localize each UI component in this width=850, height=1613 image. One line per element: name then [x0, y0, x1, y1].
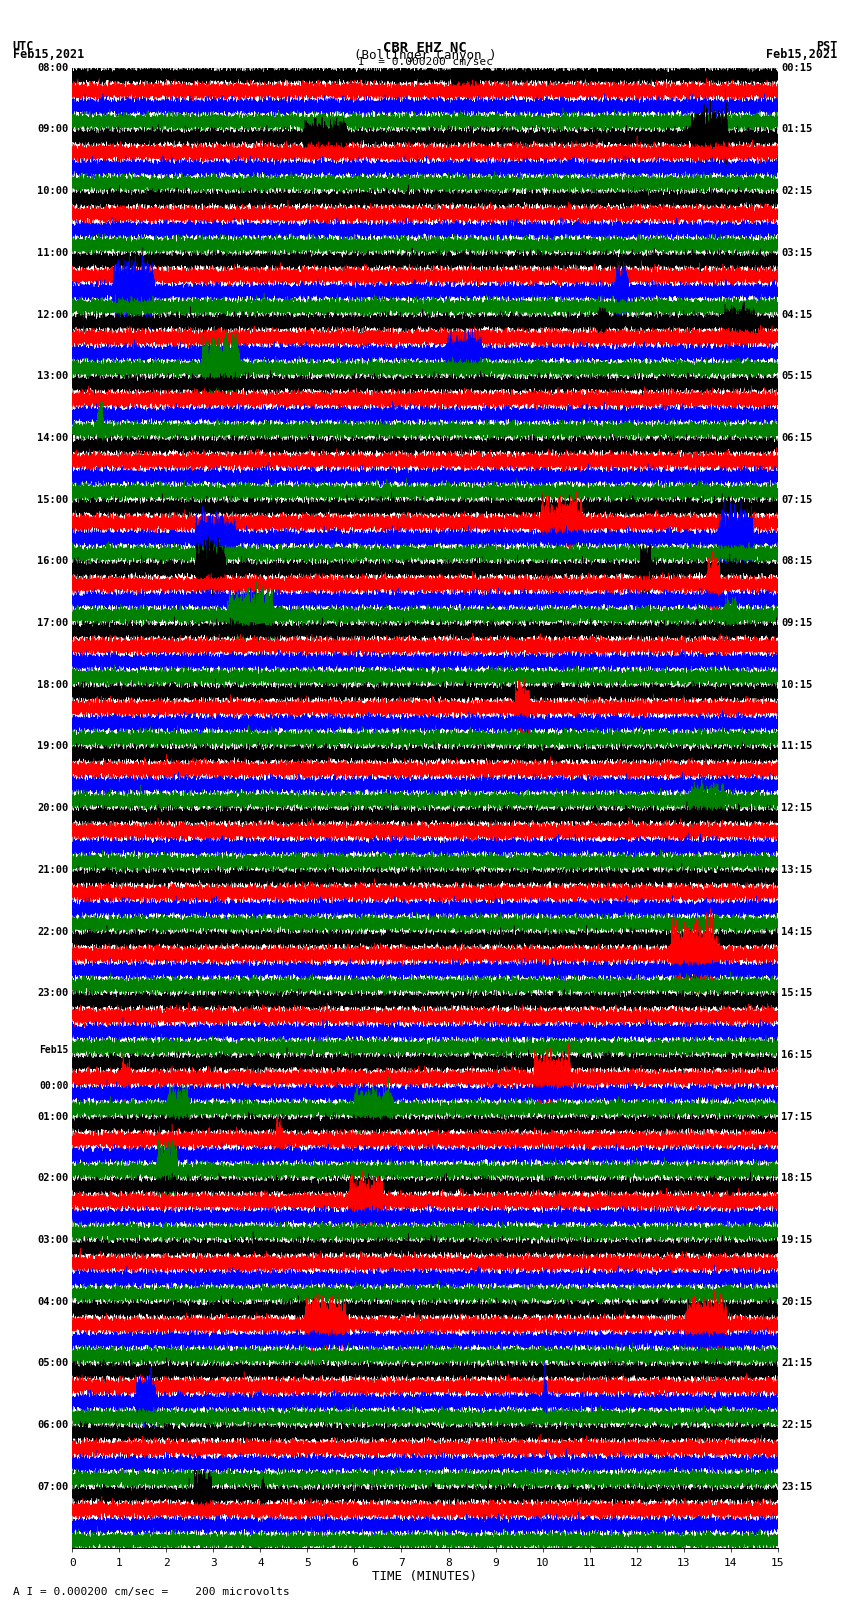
Text: CBR EHZ NC: CBR EHZ NC	[383, 40, 467, 55]
Text: 17:15: 17:15	[781, 1111, 813, 1121]
Text: Feb15,2021: Feb15,2021	[13, 48, 84, 61]
Text: 09:00: 09:00	[37, 124, 69, 134]
Text: 02:15: 02:15	[781, 185, 813, 197]
Text: 06:15: 06:15	[781, 432, 813, 444]
Text: Feb15,2021: Feb15,2021	[766, 48, 837, 61]
Text: 06:00: 06:00	[37, 1419, 69, 1431]
Text: 20:15: 20:15	[781, 1297, 813, 1307]
Text: 19:15: 19:15	[781, 1236, 813, 1245]
Text: 10:00: 10:00	[37, 185, 69, 197]
Text: 03:15: 03:15	[781, 248, 813, 258]
Text: 00:00: 00:00	[39, 1081, 69, 1090]
Text: 18:00: 18:00	[37, 679, 69, 690]
Text: 16:15: 16:15	[781, 1050, 813, 1060]
Text: 22:15: 22:15	[781, 1419, 813, 1431]
Text: 04:00: 04:00	[37, 1297, 69, 1307]
Text: 20:00: 20:00	[37, 803, 69, 813]
Text: 17:00: 17:00	[37, 618, 69, 627]
Text: 04:15: 04:15	[781, 310, 813, 319]
Text: 03:00: 03:00	[37, 1236, 69, 1245]
Text: 13:00: 13:00	[37, 371, 69, 381]
Text: 12:15: 12:15	[781, 803, 813, 813]
Text: 08:00: 08:00	[37, 63, 69, 73]
Text: 07:00: 07:00	[37, 1482, 69, 1492]
Text: 15:15: 15:15	[781, 989, 813, 998]
Text: 16:00: 16:00	[37, 556, 69, 566]
Text: 01:15: 01:15	[781, 124, 813, 134]
Text: 00:15: 00:15	[781, 63, 813, 73]
Text: 05:15: 05:15	[781, 371, 813, 381]
Text: 23:15: 23:15	[781, 1482, 813, 1492]
Text: A I = 0.000200 cm/sec =    200 microvolts: A I = 0.000200 cm/sec = 200 microvolts	[13, 1587, 290, 1597]
Text: I  = 0.000200 cm/sec: I = 0.000200 cm/sec	[358, 58, 492, 68]
Text: 08:15: 08:15	[781, 556, 813, 566]
Text: Feb15: Feb15	[39, 1045, 69, 1055]
Text: 11:00: 11:00	[37, 248, 69, 258]
Text: 21:00: 21:00	[37, 865, 69, 874]
Text: 15:00: 15:00	[37, 495, 69, 505]
X-axis label: TIME (MINUTES): TIME (MINUTES)	[372, 1571, 478, 1584]
Text: 12:00: 12:00	[37, 310, 69, 319]
Text: 14:00: 14:00	[37, 432, 69, 444]
Text: 10:15: 10:15	[781, 679, 813, 690]
Text: 18:15: 18:15	[781, 1173, 813, 1184]
Text: 23:00: 23:00	[37, 989, 69, 998]
Text: 09:15: 09:15	[781, 618, 813, 627]
Text: 05:00: 05:00	[37, 1358, 69, 1368]
Text: UTC: UTC	[13, 40, 34, 53]
Text: 21:15: 21:15	[781, 1358, 813, 1368]
Text: 11:15: 11:15	[781, 742, 813, 752]
Text: 22:00: 22:00	[37, 926, 69, 937]
Text: PST: PST	[816, 40, 837, 53]
Text: 07:15: 07:15	[781, 495, 813, 505]
Text: 19:00: 19:00	[37, 742, 69, 752]
Text: (Bollinger Canyon ): (Bollinger Canyon )	[354, 50, 496, 63]
Text: 01:00: 01:00	[37, 1111, 69, 1121]
Text: 14:15: 14:15	[781, 926, 813, 937]
Text: 02:00: 02:00	[37, 1173, 69, 1184]
Text: 13:15: 13:15	[781, 865, 813, 874]
